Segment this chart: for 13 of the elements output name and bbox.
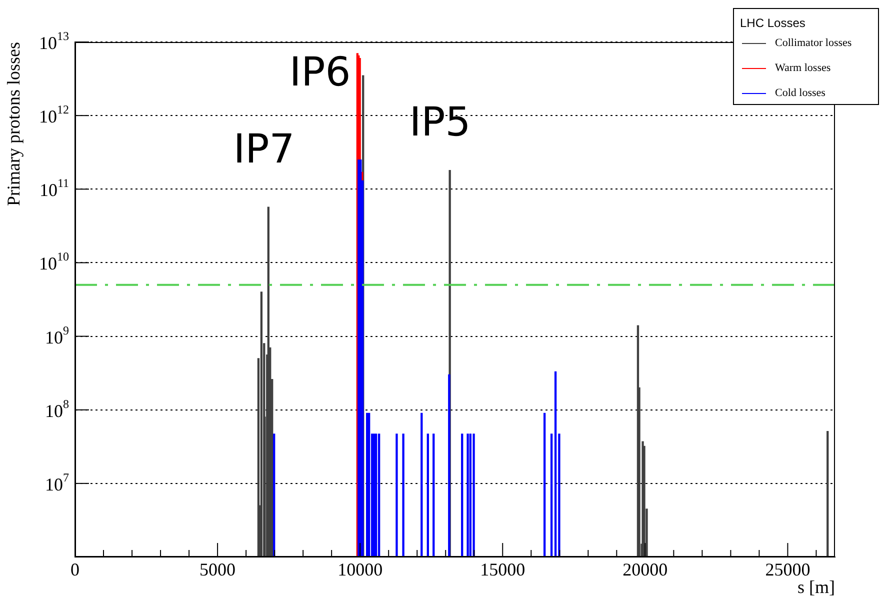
legend-title: LHC Losses [740,16,806,30]
legend-label: Warm losses [774,62,831,74]
x-tick-label: 15000 [480,560,526,580]
legend-label: Cold losses [774,87,826,99]
annotation: IP5 [409,99,471,146]
legend-label: Collimator losses [774,37,852,49]
x-tick-label: 10000 [338,560,383,580]
x-tick-label: 20000 [622,560,668,580]
y-axis-title: Primary protons losses [4,42,24,206]
annotation: IP6 [289,49,351,96]
x-tick-label: 5000 [200,560,236,580]
x-tick-label: 0 [70,560,80,580]
annotation: IP7 [233,126,295,172]
